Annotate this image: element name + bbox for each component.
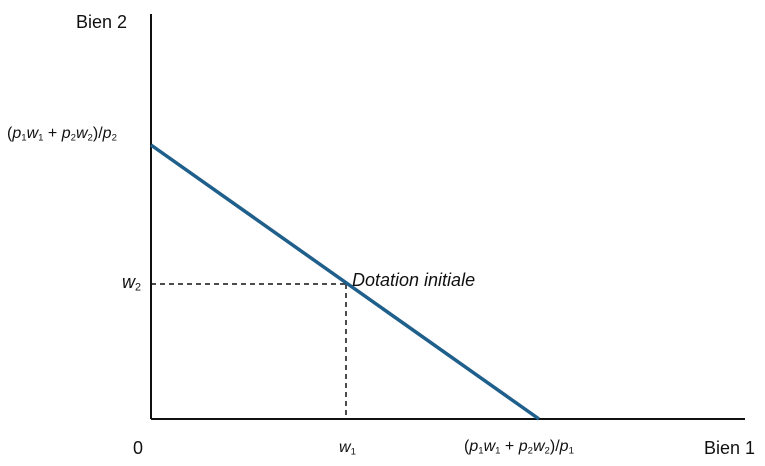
y-intercept-p2: p — [61, 125, 71, 142]
x-intercept-w2-sub: 2 — [544, 445, 550, 457]
x-intercept-p1-sub: 1 — [478, 445, 484, 457]
budget-line — [149, 143, 541, 421]
y-intercept-w1: w — [26, 125, 39, 142]
y-intercept-w1-sub: 1 — [38, 132, 44, 144]
w1-tick-w: w — [339, 439, 351, 456]
y-intercept-pd: p — [102, 125, 112, 142]
w2-tick-w: w — [122, 272, 135, 292]
y-intercept-p2-sub: 2 — [70, 132, 76, 144]
x-intercept-label: (p1w1 + p2w2)/p1 — [464, 439, 574, 456]
x-intercept-p1: p — [469, 438, 479, 455]
w2-tick-label: w2 — [122, 273, 141, 293]
y-intercept-pd-sub: 2 — [111, 132, 117, 144]
y-intercept-open: ( — [7, 125, 13, 142]
w2-tick-sub: 2 — [135, 281, 142, 294]
x-intercept-close: )/ — [549, 438, 560, 455]
x-intercept-pd: p — [559, 438, 569, 455]
y-intercept-close: )/ — [92, 125, 103, 142]
x-intercept-open: ( — [464, 438, 470, 455]
x-intercept-plus: + — [500, 438, 519, 455]
y-intercept-label: (p1w1 + p2w2)/p2 — [7, 126, 117, 143]
x-intercept-w1-sub: 1 — [495, 445, 501, 457]
x-intercept-w2: w — [532, 438, 545, 455]
endowment-label: Dotation initiale — [352, 270, 476, 290]
x-axis-label: Bien 1 — [704, 438, 756, 458]
origin-label: 0 — [133, 438, 144, 458]
w1-tick-sub: 1 — [350, 446, 356, 458]
y-axis-label: Bien 2 — [76, 12, 128, 32]
y-intercept-p1: p — [12, 125, 22, 142]
x-intercept-w1: w — [483, 438, 496, 455]
y-intercept-w2-sub: 2 — [87, 132, 93, 144]
w1-tick-label: w1 — [339, 440, 356, 457]
y-intercept-plus: + — [43, 125, 62, 142]
y-intercept-p1-sub: 1 — [21, 132, 27, 144]
x-intercept-pd-sub: 1 — [568, 445, 574, 457]
y-intercept-w2: w — [75, 125, 88, 142]
x-intercept-p2: p — [518, 438, 528, 455]
x-intercept-p2-sub: 2 — [527, 445, 533, 457]
